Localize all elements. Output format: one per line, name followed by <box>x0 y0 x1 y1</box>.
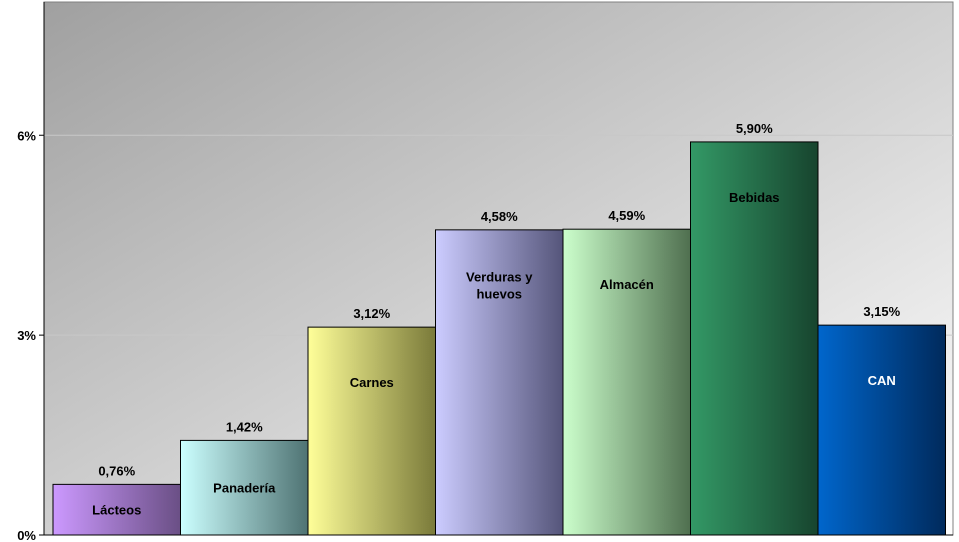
bar-category-label: Carnes <box>350 375 394 390</box>
bar-value-label: 0,76% <box>98 463 135 478</box>
y-tick-label: 0% <box>17 528 36 542</box>
y-tick-label: 6% <box>17 128 36 143</box>
bar <box>562 228 691 536</box>
y-axis: 0% 3% 6% <box>17 2 953 542</box>
bar <box>435 229 564 536</box>
bar-category-label: Panadería <box>213 481 276 496</box>
bar <box>817 324 946 536</box>
bar-category-label: Lácteos <box>92 503 141 518</box>
bar-group: 3,12% Carnes <box>307 306 436 536</box>
bar-value-label: 5,90% <box>736 121 773 136</box>
bar-category-label: CAN <box>868 373 896 388</box>
bar-group: 4,59% Almacén <box>562 208 691 536</box>
bar-group: 5,90% Bebidas <box>690 121 819 536</box>
bar-value-label: 3,12% <box>353 306 390 321</box>
bar-group: 0,76% Lácteos <box>52 463 181 536</box>
bar-value-label: 3,15% <box>863 304 900 319</box>
bar <box>52 483 181 536</box>
bar-value-label: 4,58% <box>481 209 518 224</box>
bar-value-label: 4,59% <box>608 208 645 223</box>
bar-category-label: Bebidas <box>729 190 780 205</box>
bar-category-label: Almacén <box>600 277 654 292</box>
bar-group: 3,15% CAN <box>817 304 946 536</box>
bars: 0,76% Lácteos 1,42% Panadería 3,12% Carnes 4,5… <box>52 121 946 536</box>
y-tick-label: 3% <box>17 328 36 343</box>
bar-group: 4,58% Verduras y huevos <box>435 209 564 536</box>
bar-value-label: 1,42% <box>226 419 263 434</box>
bar-category-label: Verduras y huevos <box>466 269 533 301</box>
bar <box>307 326 436 536</box>
